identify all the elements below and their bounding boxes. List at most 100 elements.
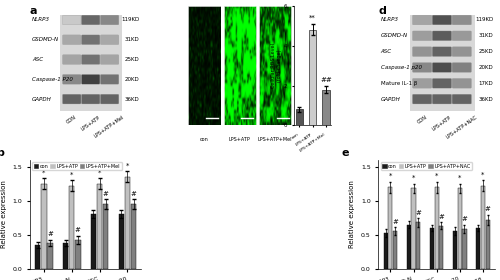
FancyBboxPatch shape: [412, 15, 432, 25]
FancyBboxPatch shape: [100, 74, 119, 84]
Text: GSDMD-N: GSDMD-N: [32, 37, 60, 42]
Text: 31KD: 31KD: [125, 37, 140, 42]
FancyBboxPatch shape: [62, 15, 81, 25]
Bar: [481, 186, 485, 269]
Text: ASC: ASC: [32, 57, 44, 62]
Bar: [393, 231, 397, 269]
FancyBboxPatch shape: [432, 63, 452, 72]
Text: Mature IL-1 β: Mature IL-1 β: [380, 81, 417, 86]
FancyBboxPatch shape: [412, 31, 432, 41]
Bar: [91, 214, 96, 269]
Text: con: con: [200, 137, 209, 143]
Text: a: a: [30, 6, 38, 16]
Text: LPS+ATP: LPS+ATP: [432, 115, 452, 132]
Bar: [453, 231, 458, 269]
Legend: con, LPS+ATP, LPS+ATP+NAC: con, LPS+ATP, LPS+ATP+NAC: [381, 162, 472, 170]
Bar: [430, 228, 434, 269]
Text: 20KD: 20KD: [125, 77, 140, 82]
Text: Caspase-1 P20: Caspase-1 P20: [32, 77, 73, 82]
FancyBboxPatch shape: [432, 94, 452, 104]
FancyBboxPatch shape: [432, 15, 452, 25]
Bar: [48, 243, 52, 269]
Text: *: *: [98, 169, 102, 176]
Bar: [60, 15, 122, 111]
Bar: [69, 186, 74, 269]
Text: d: d: [378, 6, 386, 16]
Bar: [118, 214, 124, 269]
Bar: [296, 109, 303, 125]
Y-axis label: Relative expression: Relative expression: [350, 180, 356, 248]
FancyBboxPatch shape: [82, 35, 100, 45]
Text: ##: ##: [320, 77, 332, 83]
FancyBboxPatch shape: [452, 63, 471, 72]
Text: NLRP3: NLRP3: [380, 17, 398, 22]
Text: CON: CON: [66, 115, 78, 125]
Bar: [388, 187, 392, 269]
Text: 119KD: 119KD: [122, 17, 140, 22]
Text: ASC: ASC: [380, 49, 392, 54]
Text: *: *: [126, 163, 129, 169]
Text: *: *: [435, 173, 438, 179]
Text: 36KD: 36KD: [125, 97, 140, 102]
Y-axis label: Relative expression: Relative expression: [1, 180, 7, 248]
Bar: [131, 204, 136, 269]
Text: *: *: [458, 175, 462, 181]
Bar: [384, 233, 388, 269]
FancyBboxPatch shape: [62, 35, 81, 45]
FancyBboxPatch shape: [82, 15, 100, 25]
FancyBboxPatch shape: [62, 55, 81, 64]
FancyBboxPatch shape: [412, 78, 432, 88]
Bar: [124, 177, 130, 269]
Y-axis label: Cellular ROS Level
(fold change): Cellular ROS Level (fold change): [272, 43, 282, 88]
FancyBboxPatch shape: [432, 31, 452, 41]
Text: e: e: [341, 148, 348, 158]
Text: 25KD: 25KD: [478, 49, 494, 54]
Text: #: #: [392, 218, 398, 225]
Text: LPS+ATP: LPS+ATP: [80, 115, 101, 132]
FancyBboxPatch shape: [100, 55, 119, 64]
Text: *: *: [70, 172, 73, 178]
Text: NLRP3: NLRP3: [32, 17, 50, 22]
FancyBboxPatch shape: [452, 78, 471, 88]
Bar: [434, 187, 438, 269]
Text: Caspase-1 p20: Caspase-1 p20: [380, 65, 422, 70]
Text: GAPDH: GAPDH: [32, 97, 52, 102]
Bar: [440, 226, 444, 269]
Text: LPS+ATP+Mel: LPS+ATP+Mel: [94, 115, 126, 139]
Text: 36KD: 36KD: [478, 97, 494, 102]
FancyBboxPatch shape: [100, 35, 119, 45]
Text: 31KD: 31KD: [478, 33, 494, 38]
Bar: [486, 220, 490, 269]
Text: 119KD: 119KD: [475, 17, 494, 22]
FancyBboxPatch shape: [62, 94, 81, 104]
Bar: [458, 188, 462, 269]
FancyBboxPatch shape: [432, 47, 452, 57]
Text: **: **: [310, 15, 316, 21]
Text: LPS+ATP+Mel: LPS+ATP+Mel: [258, 137, 292, 143]
Text: #: #: [75, 227, 81, 233]
Text: *: *: [388, 173, 392, 179]
Legend: con, LPS+ATP, LPS+ATP+Mel: con, LPS+ATP, LPS+ATP+Mel: [32, 162, 122, 170]
FancyBboxPatch shape: [412, 94, 432, 104]
Bar: [35, 245, 40, 269]
Text: 25KD: 25KD: [125, 57, 140, 62]
Text: *: *: [42, 169, 45, 176]
Text: GAPDH: GAPDH: [380, 97, 400, 102]
Bar: [322, 90, 330, 125]
FancyBboxPatch shape: [100, 94, 119, 104]
Text: #: #: [415, 210, 421, 216]
Text: #: #: [103, 191, 108, 197]
Bar: [309, 30, 316, 125]
Bar: [97, 184, 102, 269]
Text: LPS+ATP: LPS+ATP: [229, 137, 250, 143]
FancyBboxPatch shape: [452, 94, 471, 104]
Text: #: #: [462, 216, 468, 223]
FancyBboxPatch shape: [82, 94, 100, 104]
FancyBboxPatch shape: [412, 63, 432, 72]
Bar: [462, 229, 466, 269]
FancyBboxPatch shape: [432, 78, 452, 88]
Bar: [410, 15, 475, 111]
FancyBboxPatch shape: [452, 31, 471, 41]
Text: CON: CON: [416, 115, 428, 125]
Text: #: #: [47, 231, 53, 237]
